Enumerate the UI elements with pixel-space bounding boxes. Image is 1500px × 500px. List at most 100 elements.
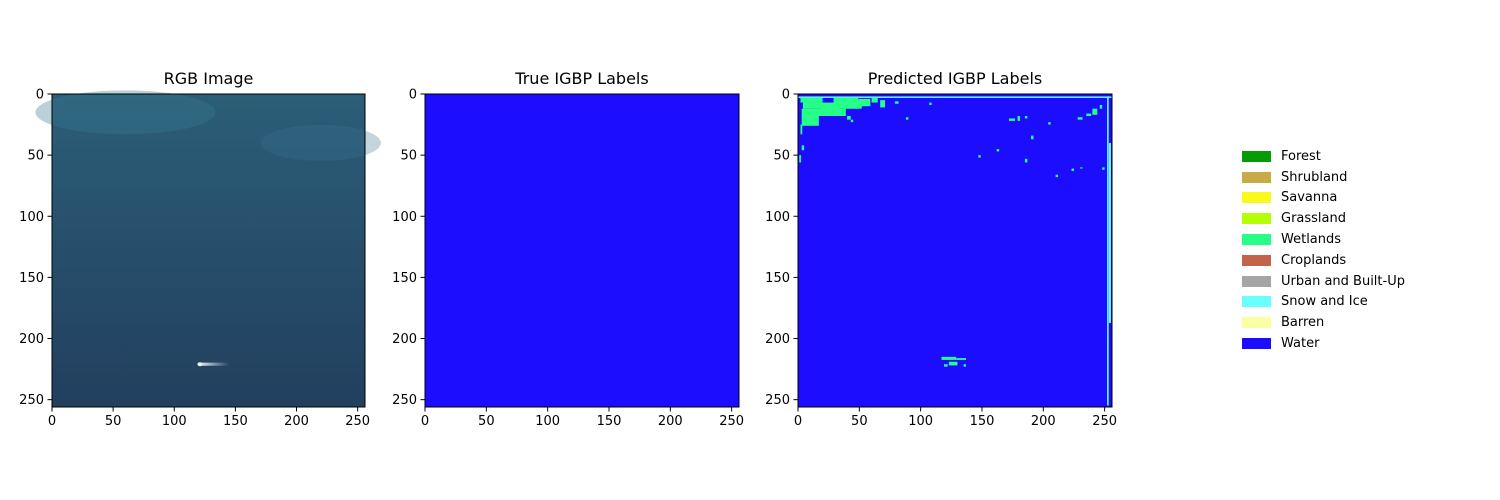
legend-item: Croplands bbox=[1242, 250, 1405, 271]
wetland-patch bbox=[880, 100, 886, 108]
wetland-patch bbox=[943, 364, 948, 367]
x-tick-label: 100 bbox=[535, 414, 560, 429]
wetland-patch bbox=[800, 124, 803, 135]
y-tick-label: 250 bbox=[765, 393, 790, 408]
wetland-patch bbox=[894, 101, 899, 104]
x-tick-label: 200 bbox=[1031, 414, 1056, 429]
x-tick-label: 150 bbox=[970, 414, 995, 429]
x-tick-label: 150 bbox=[223, 414, 248, 429]
edge-snow bbox=[1108, 142, 1111, 323]
y-tick-label: 100 bbox=[392, 210, 417, 225]
legend-label: Barren bbox=[1281, 315, 1325, 331]
axes-frame bbox=[51, 93, 366, 408]
legend-label: Grassland bbox=[1281, 211, 1346, 227]
haze bbox=[35, 90, 216, 135]
legend-label: Shrubland bbox=[1281, 169, 1348, 185]
y-tick-label: 200 bbox=[392, 332, 417, 347]
x-tick-label: 50 bbox=[105, 414, 122, 429]
rgb-image bbox=[52, 94, 365, 407]
x-tick-label: 200 bbox=[284, 414, 309, 429]
x-tick-label: 100 bbox=[908, 414, 933, 429]
y-tick-label: 50 bbox=[27, 149, 44, 164]
wetland-patch bbox=[941, 356, 957, 360]
wetland-patch bbox=[1080, 167, 1083, 169]
legend-item: Shrubland bbox=[1242, 167, 1405, 188]
wetland-patch bbox=[1024, 116, 1028, 119]
legend-label: Water bbox=[1281, 336, 1320, 352]
y-tick-label: 150 bbox=[392, 271, 417, 286]
wetland-patch bbox=[821, 107, 839, 115]
y-tick-label: 150 bbox=[19, 271, 44, 286]
y-tick-label: 0 bbox=[36, 88, 44, 103]
legend-item: Savanna bbox=[1242, 188, 1405, 209]
legend-item: Urban and Built-Up bbox=[1242, 271, 1405, 292]
edge-snow bbox=[798, 96, 1112, 98]
legend-item: Barren bbox=[1242, 312, 1405, 333]
wetland-patch bbox=[996, 149, 1000, 152]
legend-item: Wetlands bbox=[1242, 229, 1405, 250]
x-tick-label: 0 bbox=[48, 414, 56, 429]
wetland-patch bbox=[905, 117, 909, 120]
y-tick-label: 50 bbox=[400, 149, 417, 164]
panel-1: RGB Image 0 50 100 150 200 250 0 50 100 150 200 250 bbox=[19, 69, 381, 429]
x-tick-label: 100 bbox=[162, 414, 187, 429]
y-tick-label: 200 bbox=[765, 332, 790, 347]
wetland-patch bbox=[1031, 135, 1034, 140]
wetland-patch bbox=[1092, 108, 1098, 115]
wetland-patch bbox=[1086, 113, 1092, 117]
boat bbox=[197, 362, 202, 367]
wetland-patch bbox=[929, 102, 932, 106]
legend-swatch bbox=[1242, 296, 1271, 308]
legend-swatch bbox=[1242, 317, 1271, 329]
legend-item: Water bbox=[1242, 333, 1405, 354]
axes-frame bbox=[797, 93, 1113, 408]
legend-swatch bbox=[1242, 254, 1271, 266]
y-tick-label: 150 bbox=[765, 271, 790, 286]
legend-item: Snow and Ice bbox=[1242, 292, 1405, 313]
y-tick-label: 250 bbox=[19, 393, 44, 408]
wetland-patch bbox=[800, 97, 823, 103]
x-tick-label: 250 bbox=[1092, 414, 1117, 429]
y-tick-label: 100 bbox=[765, 210, 790, 225]
axes-frame bbox=[424, 93, 740, 408]
wetland-patch bbox=[948, 361, 958, 366]
x-tick-label: 250 bbox=[719, 414, 744, 429]
wetland-patch bbox=[801, 145, 805, 151]
wetland-patch bbox=[1024, 158, 1028, 163]
legend-swatch bbox=[1242, 171, 1271, 183]
x-tick-label: 250 bbox=[345, 414, 370, 429]
legend-label: Urban and Built-Up bbox=[1281, 273, 1405, 289]
legend-swatch bbox=[1242, 192, 1271, 204]
legend-label: Forest bbox=[1281, 148, 1321, 164]
chart-title: Predicted IGBP Labels bbox=[868, 69, 1043, 88]
legend: Forest Shrubland Savanna Grassland Wetlands C… bbox=[1242, 146, 1405, 354]
wetland-patch bbox=[799, 155, 802, 163]
wetland-patch bbox=[1099, 105, 1103, 109]
wetland-patch bbox=[801, 116, 819, 126]
y-tick-label: 50 bbox=[773, 149, 790, 164]
wetland-patch bbox=[1017, 116, 1021, 121]
edge-snow bbox=[1107, 96, 1109, 406]
legend-item: Grassland bbox=[1242, 208, 1405, 229]
panel-2: True IGBP Labels 0 50 100 150 200 250 0 50 100 150… bbox=[392, 69, 744, 429]
label-image bbox=[798, 94, 1112, 407]
wetland-patch bbox=[858, 98, 871, 107]
legend-swatch bbox=[1242, 213, 1271, 225]
x-tick-label: 50 bbox=[851, 414, 868, 429]
wetland-patch bbox=[956, 358, 967, 360]
legend-swatch bbox=[1242, 275, 1271, 287]
y-tick-label: 100 bbox=[19, 210, 44, 225]
legend-swatch bbox=[1242, 234, 1271, 246]
wetland-patch bbox=[1008, 118, 1016, 121]
y-tick-label: 250 bbox=[392, 393, 417, 408]
x-tick-label: 0 bbox=[421, 414, 429, 429]
wetland-patch bbox=[1102, 167, 1105, 170]
x-tick-label: 0 bbox=[794, 414, 802, 429]
legend-label: Wetlands bbox=[1281, 232, 1342, 248]
x-tick-label: 150 bbox=[597, 414, 622, 429]
y-tick-label: 0 bbox=[782, 88, 790, 103]
y-tick-label: 200 bbox=[19, 332, 44, 347]
chart-title: True IGBP Labels bbox=[514, 69, 648, 88]
haze bbox=[260, 124, 381, 161]
